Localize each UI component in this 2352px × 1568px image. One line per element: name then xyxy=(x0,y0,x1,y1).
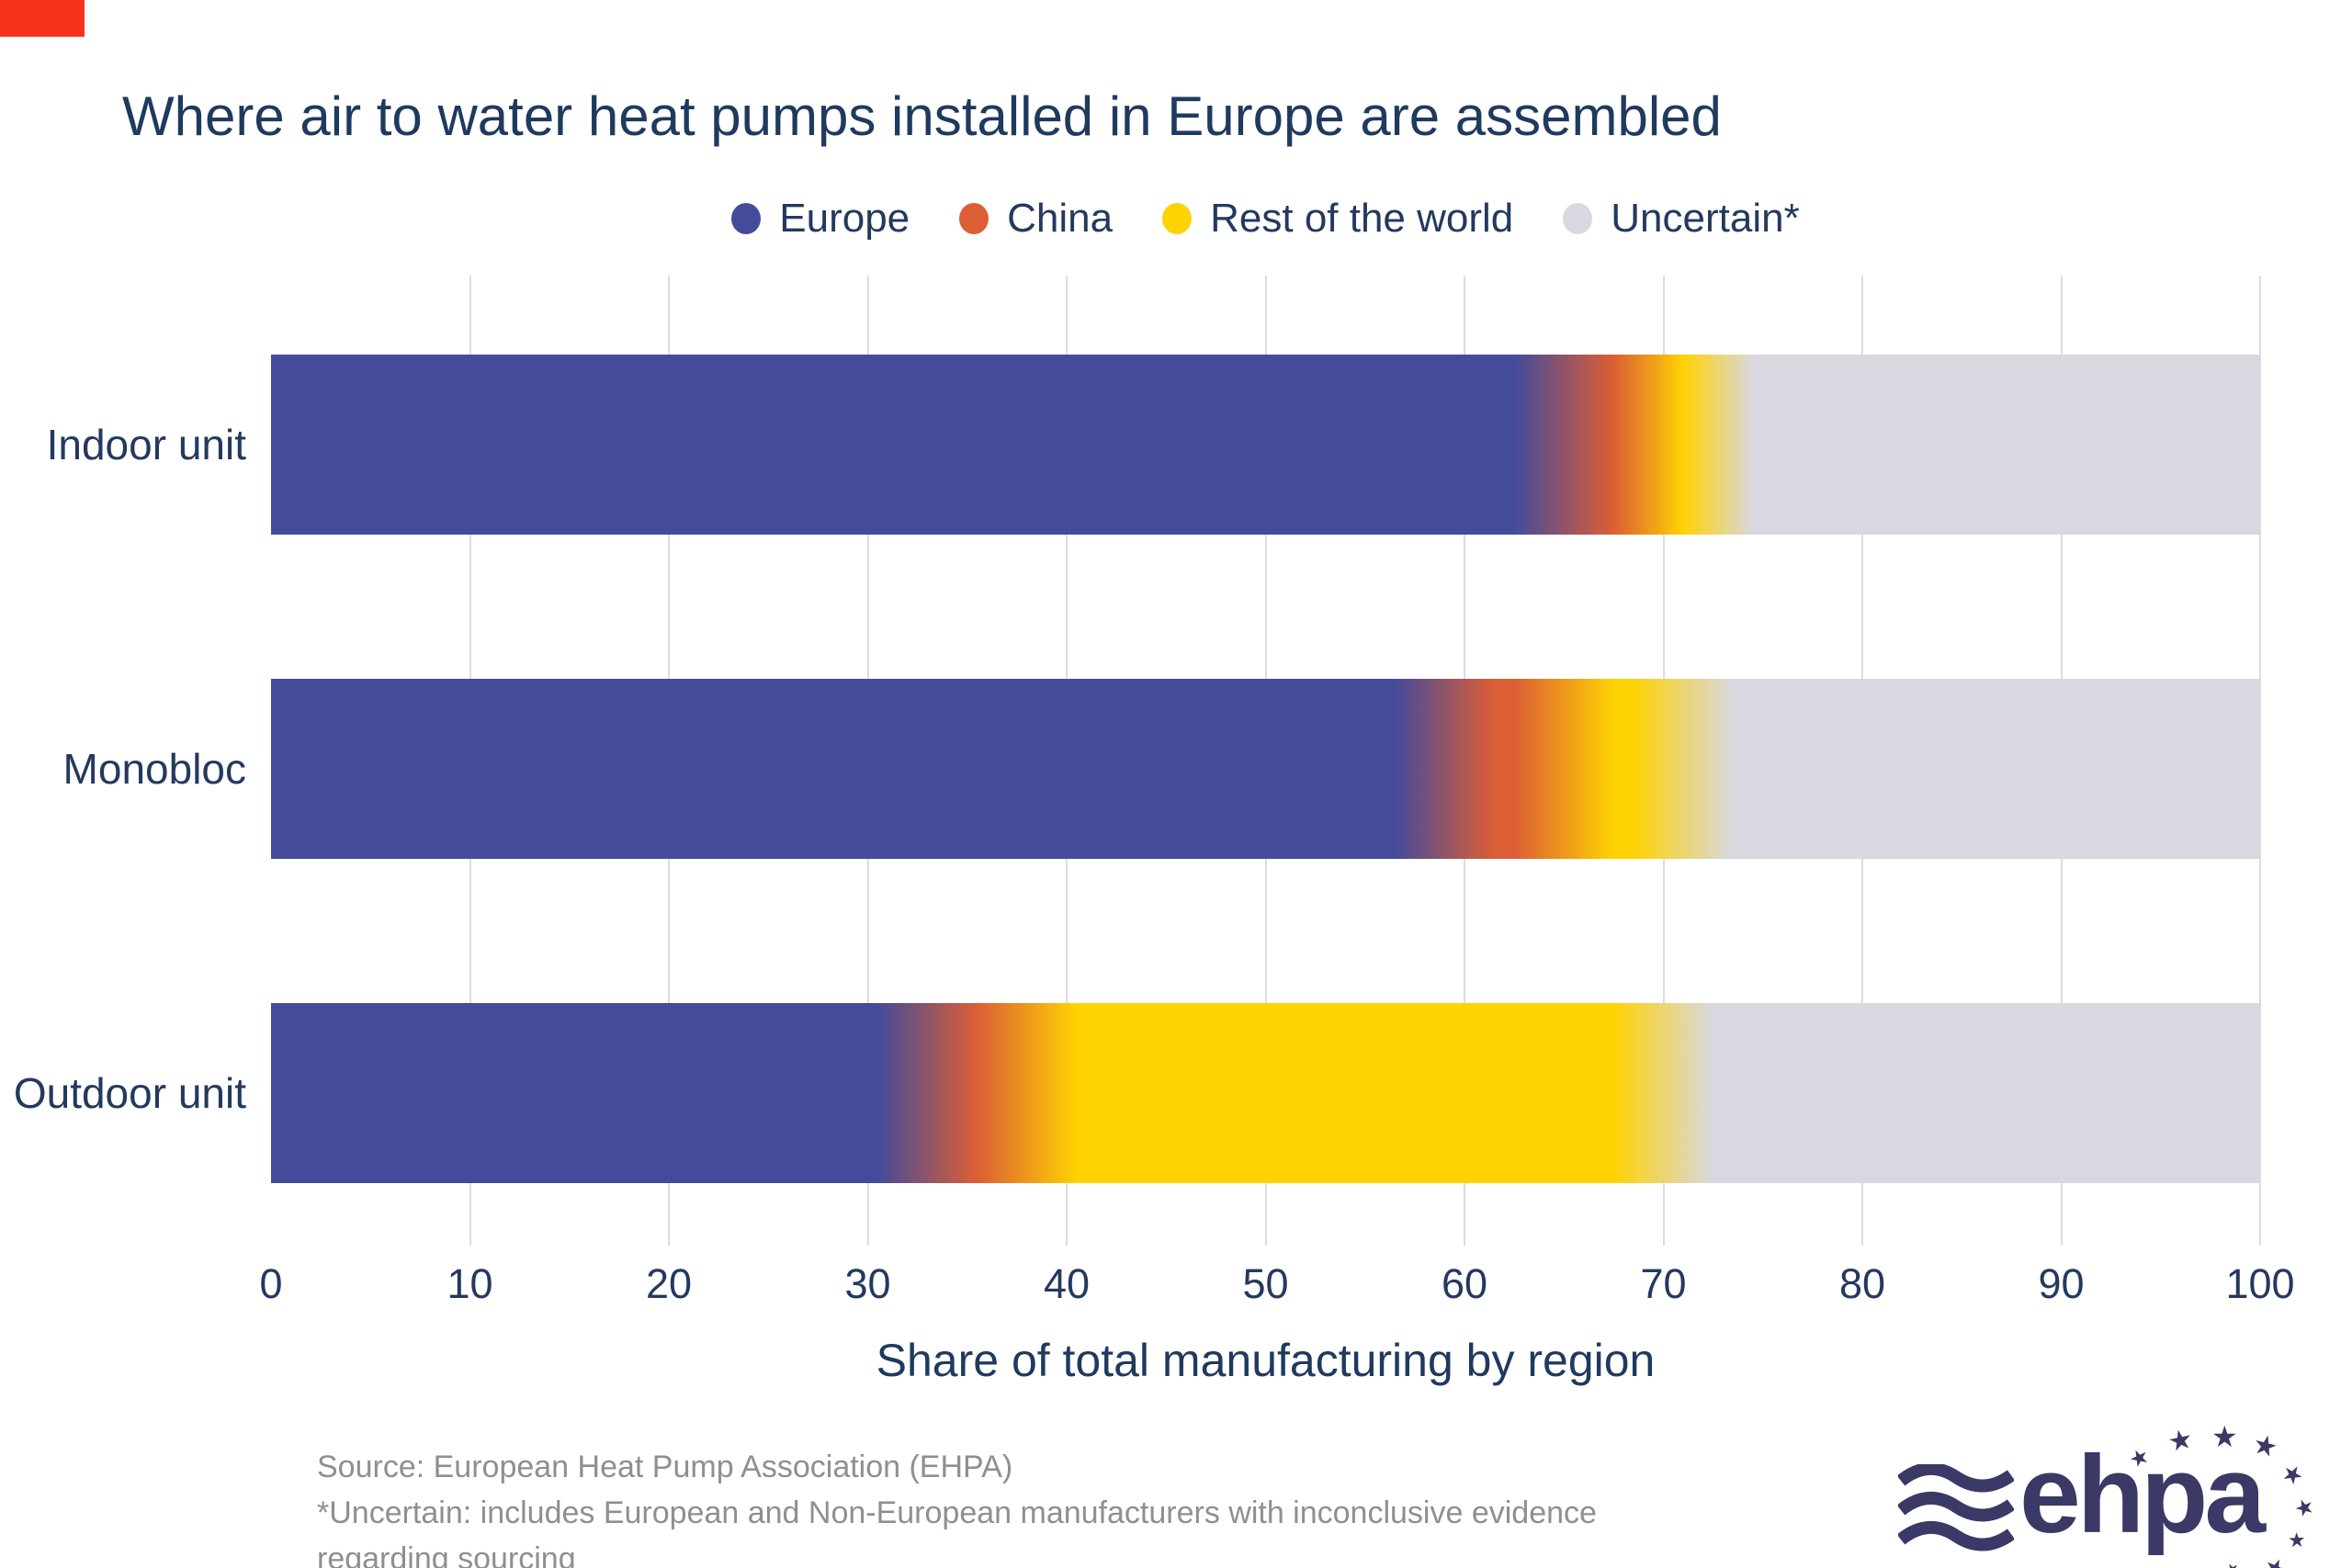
x-tick-label: 30 xyxy=(844,1260,891,1307)
legend-label: Europe xyxy=(779,196,910,241)
eu-star-icon: ★ xyxy=(2261,1556,2291,1568)
source-note: Source: European Heat Pump Association (… xyxy=(317,1450,1013,1484)
x-tick-label: 70 xyxy=(1640,1260,1687,1307)
x-tick-label: 80 xyxy=(1838,1260,1886,1307)
eu-star-icon: ★ xyxy=(2277,1457,2310,1492)
x-tick-label: 60 xyxy=(1441,1260,1488,1307)
stacked-bar-outdoor-unit xyxy=(271,1003,2260,1183)
legend-label: Rest of the world xyxy=(1210,196,1514,241)
gridline xyxy=(2259,276,2261,1246)
chart-title: Where air to water heat pumps installed … xyxy=(122,85,1722,147)
uncertain-note-line1: *Uncertain: includes European and Non-Eu… xyxy=(317,1495,1597,1530)
stacked-bar-indoor-unit xyxy=(271,355,2260,535)
x-axis-title: Share of total manufacturing by region xyxy=(876,1335,1656,1386)
corner-red-mark xyxy=(0,0,85,37)
legend-item: Europe xyxy=(731,196,910,242)
legend-item: Uncertain* xyxy=(1563,196,1800,242)
x-tick-label: 50 xyxy=(1242,1260,1289,1307)
ehpa-logo-text: ehpa xyxy=(2019,1433,2266,1556)
legend-dot-icon xyxy=(731,203,762,234)
legend-dot-icon xyxy=(959,203,989,234)
eu-star-icon: ★ xyxy=(2249,1428,2281,1464)
legend-dot-icon xyxy=(1162,203,1193,234)
eu-star-icon: ★ xyxy=(2288,1492,2321,1524)
eu-star-icon: ★ xyxy=(2165,1423,2196,1459)
eu-star-icon: ★ xyxy=(2211,1420,2238,1453)
x-tick-label: 0 xyxy=(259,1260,283,1307)
x-tick-label: 100 xyxy=(2225,1260,2295,1307)
eu-star-icon: ★ xyxy=(2222,1559,2245,1568)
x-tick-label: 20 xyxy=(645,1260,693,1307)
x-tick-label: 90 xyxy=(2038,1260,2085,1307)
legend-item: China xyxy=(959,196,1113,242)
uncertain-note-line2: regarding sourcing xyxy=(317,1541,576,1568)
category-label: Monobloc xyxy=(62,745,246,793)
waves-icon xyxy=(1898,1464,2014,1551)
legend-label: Uncertain* xyxy=(1611,196,1800,241)
stacked-bar-monobloc xyxy=(271,679,2260,859)
x-tick-label: 40 xyxy=(1043,1260,1091,1307)
eu-star-icon: ★ xyxy=(2283,1528,2312,1553)
category-label: Outdoor unit xyxy=(13,1069,246,1117)
legend-label: China xyxy=(1007,196,1114,241)
ehpa-logo: ehpa ★★★★★★★★★ xyxy=(1893,1420,2320,1568)
legend-item: Rest of the world xyxy=(1162,196,1513,242)
category-label: Indoor unit xyxy=(46,421,246,468)
x-tick-label: 10 xyxy=(447,1260,493,1307)
legend: Europe China Rest of the world Uncertain* xyxy=(271,195,2260,243)
legend-dot-icon xyxy=(1563,203,1593,234)
footer-notes: Source: European Heat Pump Association (… xyxy=(317,1444,1597,1568)
